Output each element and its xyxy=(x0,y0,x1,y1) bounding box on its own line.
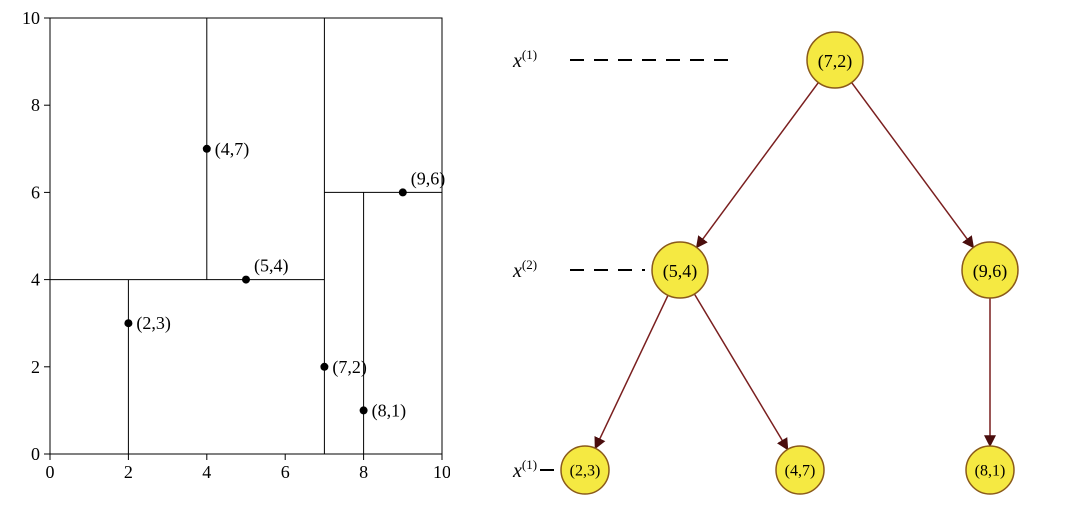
data-point xyxy=(203,145,211,153)
node-label: (7,2) xyxy=(818,51,853,72)
tree-node: (4,7) xyxy=(776,446,824,494)
tree-node: (2,3) xyxy=(561,446,609,494)
kd-tree-diagram: x(1) x(2) x(1) (7,2) (5,4) (9,6) (2,3) (4,7) (8,… xyxy=(470,10,1045,510)
tree-edge xyxy=(595,295,668,448)
tree-node: (7,2) xyxy=(807,32,863,88)
point-label: (7,2) xyxy=(332,357,367,378)
point-label: (5,4) xyxy=(254,256,289,277)
tree-edge xyxy=(697,83,819,248)
tree-edge xyxy=(694,294,787,449)
point-label: (8,1) xyxy=(372,400,407,421)
point-label: (2,3) xyxy=(136,313,171,334)
y-tick-label: 8 xyxy=(31,95,40,115)
x-tick-label: 6 xyxy=(281,462,290,482)
y-tick-label: 6 xyxy=(31,182,40,202)
x-tick-label: 4 xyxy=(202,462,211,482)
tree-node: (8,1) xyxy=(966,446,1014,494)
level-label: x(1) xyxy=(512,47,537,72)
partition-plot: 0 2 4 6 8 10 0 2 4 6 8 10 (2,3) (4,7) (5,4) (7,2) (8,1) (… xyxy=(10,10,450,490)
level-label: x(1) xyxy=(512,457,537,482)
node-label: (8,1) xyxy=(975,463,1006,480)
y-tick-label: 4 xyxy=(31,270,40,290)
point-label: (9,6) xyxy=(411,168,446,189)
x-tick-label: 0 xyxy=(46,462,55,482)
node-label: (4,7) xyxy=(785,463,816,480)
data-point xyxy=(242,276,250,284)
y-tick-label: 0 xyxy=(31,444,40,464)
y-tick-label: 2 xyxy=(31,357,40,377)
tree-node: (9,6) xyxy=(962,242,1018,298)
svg-text:x(1): x(1) xyxy=(512,457,537,482)
svg-text:x(1): x(1) xyxy=(512,47,537,72)
node-label: (5,4) xyxy=(663,261,698,282)
level-label: x(2) xyxy=(512,257,537,282)
tree-edge xyxy=(852,83,974,248)
figure-container: 0 2 4 6 8 10 0 2 4 6 8 10 (2,3) (4,7) (5,4) (7,2) (8,1) (… xyxy=(10,10,1075,510)
node-label: (9,6) xyxy=(973,261,1008,282)
node-label: (2,3) xyxy=(570,463,601,480)
x-tick-label: 8 xyxy=(359,462,368,482)
x-tick-label: 10 xyxy=(433,462,450,482)
data-point xyxy=(124,319,132,327)
svg-text:x(2): x(2) xyxy=(512,257,537,282)
data-point xyxy=(320,363,328,371)
y-tick-label: 10 xyxy=(22,10,40,28)
x-tick-label: 2 xyxy=(124,462,133,482)
data-point xyxy=(360,406,368,414)
point-label: (4,7) xyxy=(215,139,250,160)
data-point xyxy=(399,188,407,196)
tree-node: (5,4) xyxy=(652,242,708,298)
